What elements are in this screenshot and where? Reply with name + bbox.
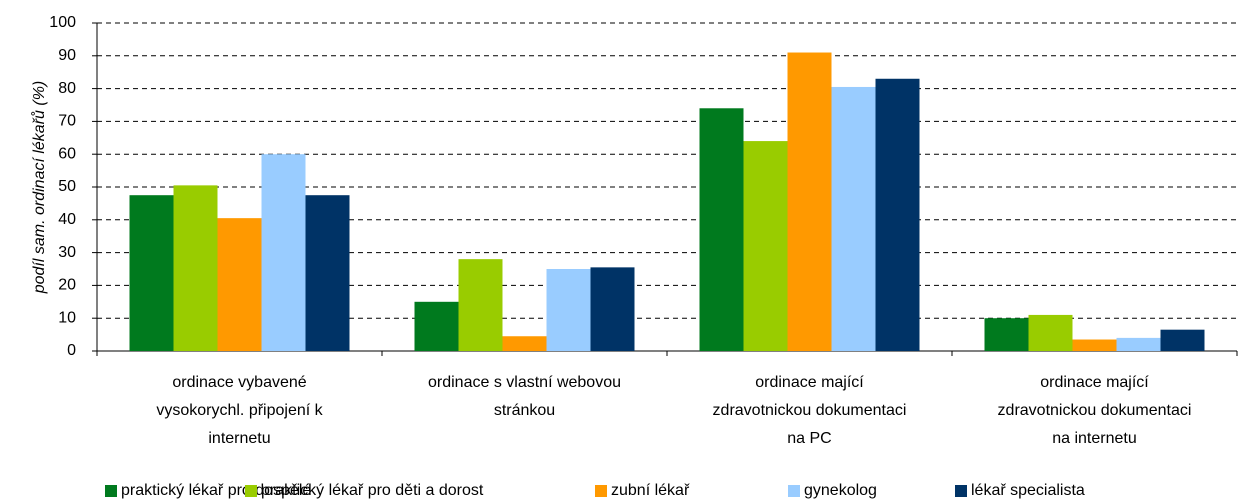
y-tick-label: 90 [58,47,76,64]
y-tick-label: 100 [49,14,76,31]
bar [173,185,218,351]
bar [217,218,262,351]
legend-swatch [788,485,800,497]
bar [129,195,174,351]
y-tick-label: 10 [58,309,76,326]
y-tick-label: 70 [58,113,76,130]
legend-swatch [245,485,257,497]
y-tick-label: 0 [67,342,76,359]
x-tick-label: ordinace mající [755,374,864,391]
x-tick-label: stránkou [494,402,555,419]
bar [875,78,920,351]
bar [1160,329,1205,351]
legend-label: gynekolog [804,482,877,499]
bar [458,259,503,351]
legend-label: praktický lékař pro dospělé [121,482,311,499]
bar [699,108,744,351]
x-tick-label: na internetu [1052,430,1137,447]
y-tick-label: 30 [58,244,76,261]
bar [1072,339,1117,351]
bar [546,269,591,351]
y-tick-label: 50 [58,178,76,195]
legend-swatch [955,485,967,497]
legend-swatch [105,485,117,497]
bar [305,195,350,351]
bar [414,301,459,351]
x-tick-label: zdravotnickou dokumentaci [713,402,907,419]
legend-label: praktický lékař pro děti a dorost [261,482,484,499]
bar [743,141,788,351]
bar [1116,337,1161,351]
legend-label: zubní lékař [611,482,690,499]
bar [831,86,876,352]
bar [787,52,832,352]
x-tick-label: na PC [787,430,831,447]
bar [261,154,306,351]
x-tick-label: vysokorychl. připojení k [156,402,323,419]
y-tick-label: 60 [58,145,76,162]
x-tick-label: zdravotnickou dokumentaci [998,402,1192,419]
y-tick-label: 40 [58,211,76,228]
y-tick-label: 80 [58,80,76,97]
x-tick-label: ordinace s vlastní webovou [428,374,621,391]
y-tick-label: 20 [58,277,76,294]
bar [1028,314,1073,351]
bar [590,267,635,351]
x-tick-label: ordinace vybavené [172,374,306,391]
bar [984,318,1029,351]
bar [502,336,547,351]
legend-swatch [595,485,607,497]
x-tick-label: ordinace mající [1040,374,1149,391]
y-axis-label: podíl sam. ordinací lékařů (%) [30,81,48,295]
legend-label: lékař specialista [971,482,1085,499]
x-tick-label: internetu [208,430,270,447]
